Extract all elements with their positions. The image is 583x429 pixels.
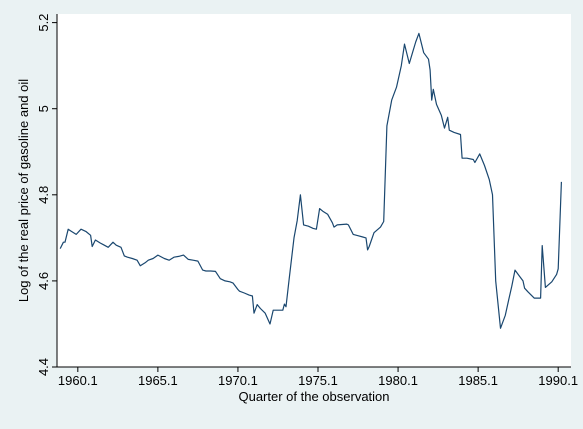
- x-tick-label: 1990.1: [538, 373, 578, 388]
- series-layer: [59, 32, 562, 329]
- y-axis: 4.4 4.6 4.8 5 5.2: [36, 14, 58, 376]
- y-tick-label: 5.2: [36, 14, 51, 32]
- x-axis: 1960.1 1965.1 1970.1 1975.1 1980.1 1985.1 1990…: [57, 366, 578, 388]
- x-tick-label: 1965.1: [138, 373, 178, 388]
- y-axis-title: Log of the real price of gasoline and oi…: [16, 79, 31, 302]
- series-line-0: [59, 32, 562, 329]
- y-tick-label: 5: [36, 105, 51, 112]
- y-tick-label: 4.8: [36, 186, 51, 204]
- x-tick-label: 1960.1: [58, 373, 98, 388]
- x-tick-label: 1980.1: [378, 373, 418, 388]
- x-tick-label: 1970.1: [218, 373, 258, 388]
- plot-area: [57, 14, 571, 367]
- x-tick-label: 1975.1: [298, 373, 338, 388]
- y-tick-label: 4.6: [36, 272, 51, 290]
- x-axis-title: Quarter of the observation: [238, 389, 389, 404]
- y-tick-label: 4.4: [36, 358, 51, 376]
- x-tick-label: 1985.1: [458, 373, 498, 388]
